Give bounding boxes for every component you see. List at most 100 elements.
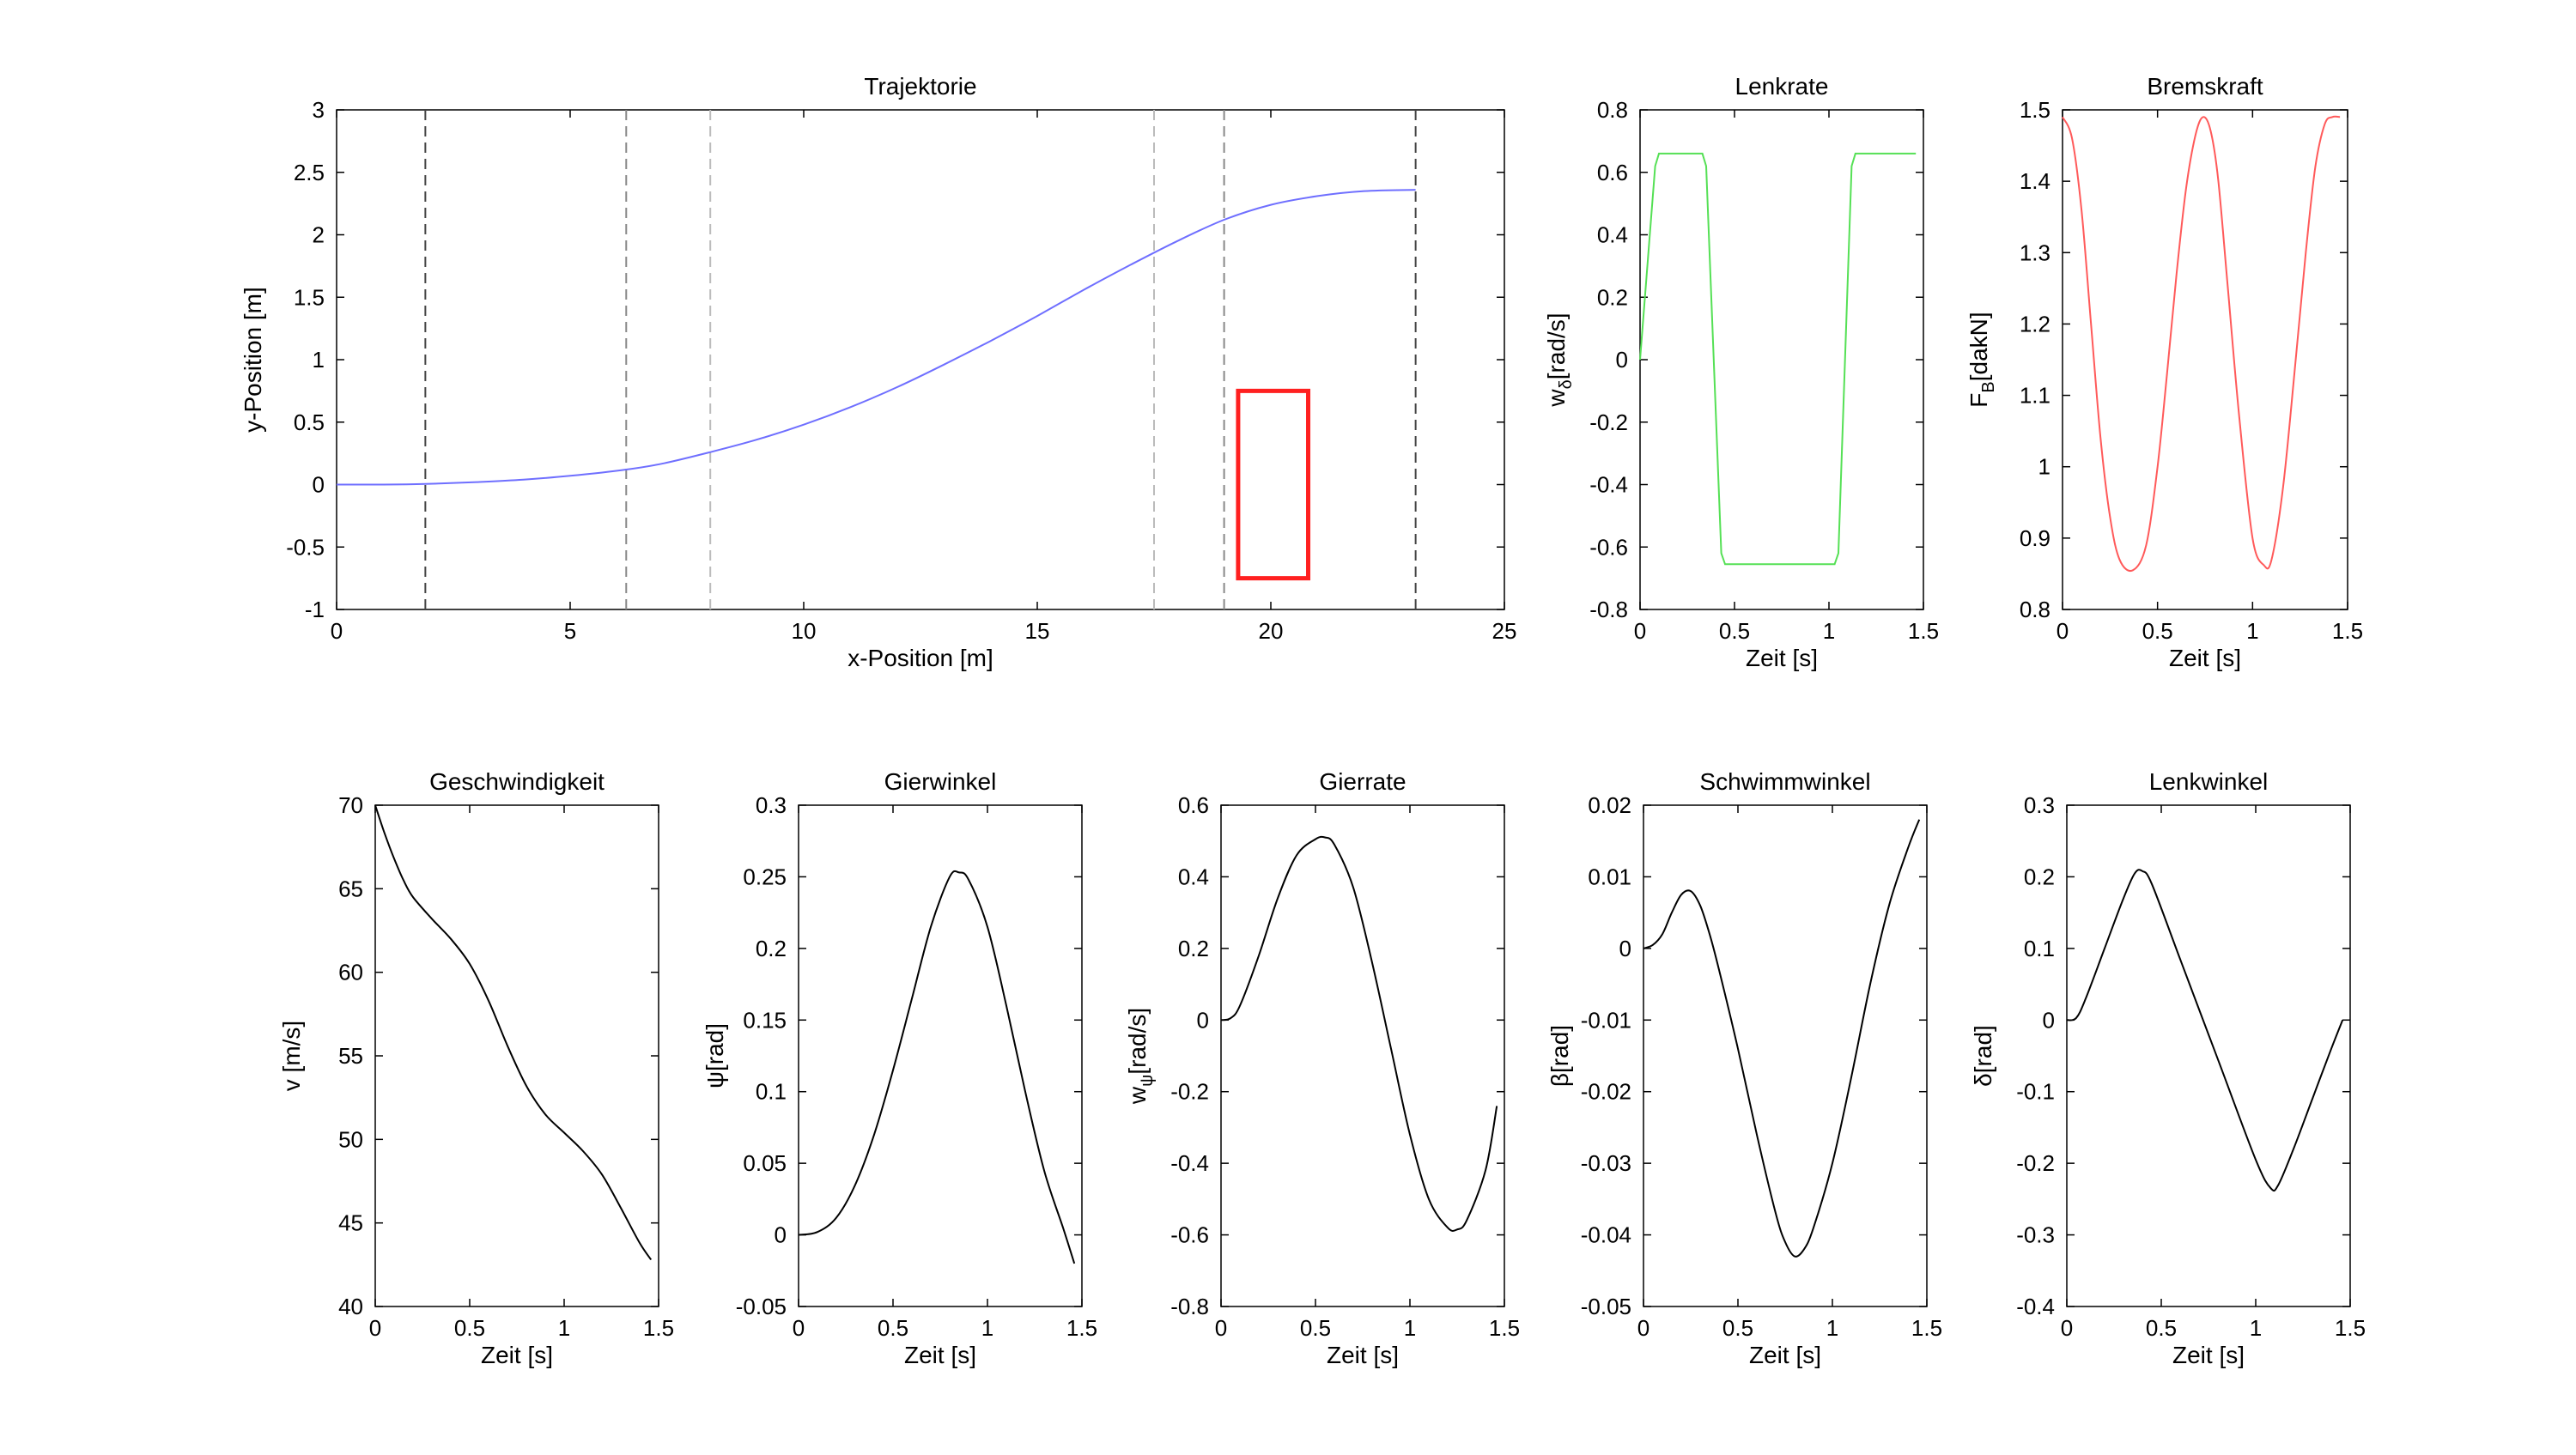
chart-geschwindigkeit: 0 0.5 1 1.5 40 45 50 55 60 65 70 Geschwindigkeit Zei…: [278, 768, 674, 1368]
y-tick-label: 1.5: [2020, 97, 2050, 123]
x-tick-label: 1: [1826, 1315, 1838, 1341]
y-tick-label: 1.3: [2020, 239, 2050, 265]
y-tick-label: -0.03: [1581, 1150, 1631, 1176]
y-tick-label: 0.05: [743, 1150, 787, 1176]
x-tick-label: 0.5: [1722, 1315, 1753, 1341]
y-axis-label: δ[rad]: [1970, 1025, 1996, 1087]
obstacle-rect: [1236, 388, 1311, 581]
y-tick-label: 0.4: [1597, 222, 1628, 248]
y-tick-label: -0.02: [1581, 1079, 1631, 1105]
y-tick-label: 2.5: [294, 160, 325, 185]
series-line-bremskraft: [2062, 115, 2341, 572]
x-axis-label: Zeit [s]: [2169, 645, 2241, 671]
y-axis-label: FB[dakN]: [1965, 312, 1998, 407]
x-tick-label: 0.5: [1719, 618, 1750, 644]
y-tick-label: 65: [338, 876, 363, 901]
y-tick-label: -1: [305, 597, 325, 622]
y-axis-label-main: v [m/s]: [278, 1021, 305, 1091]
axes-frame: [1220, 804, 1505, 1307]
y-axis-label-main: y-Position [m]: [240, 287, 266, 433]
y-axis-label: wψ[rad/s]: [1124, 1008, 1157, 1105]
axes-frame: [2062, 109, 2348, 610]
y-tick-label: 0.6: [1178, 792, 1209, 818]
y-tick-label: 3: [313, 97, 325, 123]
chart-gierrate: 0 0.5 1 1.5 -0.8 -0.6 -0.4 -0.2 0 0.2 0.4 0.6 Gierra…: [1124, 768, 1520, 1368]
chart-title: Geschwindigkeit: [429, 768, 605, 795]
x-tick-label: 0.5: [454, 1315, 485, 1341]
series-line-lenkrate: [1639, 152, 1917, 566]
y-axis-label: y-Position [m]: [240, 287, 266, 433]
axes-frame: [374, 804, 659, 1307]
y-axis-label-unit: [rad/s]: [1543, 312, 1570, 379]
y-axis-label-main: β[rad]: [1546, 1025, 1573, 1087]
y-tick-label: -0.05: [736, 1294, 787, 1319]
y-tick-label: -0.2: [2016, 1150, 2055, 1176]
y-tick-label: 0.8: [2020, 597, 2050, 622]
y-tick-label: 0: [775, 1222, 787, 1248]
series-line-geschwindigkeit: [374, 804, 653, 1261]
x-tick-label: 1: [981, 1315, 993, 1341]
series-line-trajektorie: [336, 189, 1416, 486]
x-axis-label: Zeit [s]: [1749, 1342, 1821, 1368]
x-tick-label: 0.5: [1300, 1315, 1331, 1341]
x-tick-label: 25: [1492, 618, 1517, 644]
x-tick-label: 1.5: [2335, 1315, 2366, 1341]
chart-title: Lenkwinkel: [2149, 768, 2269, 795]
y-tick-label: 0.2: [756, 936, 787, 961]
x-axis-label: Zeit [s]: [1746, 645, 1818, 671]
y-tick-label: 1.5: [294, 284, 325, 310]
x-tick-label: 1: [558, 1315, 570, 1341]
y-tick-label: 0.2: [2024, 864, 2055, 889]
series-line-gierrate: [1220, 835, 1498, 1232]
y-tick-label: 0.9: [2020, 525, 2050, 551]
series-line-schwimmwinkel: [1643, 819, 1921, 1258]
y-tick-label: -0.6: [1589, 534, 1628, 560]
y-axis-label: β[rad]: [1546, 1025, 1573, 1087]
y-tick-label: 0.6: [1597, 160, 1628, 185]
x-tick-label: 0.5: [878, 1315, 908, 1341]
chart-title: Schwimmwinkel: [1699, 768, 1870, 795]
x-tick-label: 1.5: [1911, 1315, 1942, 1341]
y-axis-label-sub: δ: [1557, 379, 1576, 389]
axes-frame: [1639, 109, 1924, 610]
x-axis-label: Zeit [s]: [481, 1342, 553, 1368]
y-tick-label: -0.4: [1589, 472, 1628, 498]
x-axis-label: Zeit [s]: [2172, 1342, 2245, 1368]
y-axis-label: v [m/s]: [278, 1021, 305, 1091]
y-axis-label: ψ[rad]: [702, 1023, 728, 1088]
y-tick-label: -0.2: [1170, 1079, 1209, 1105]
chart-gierwinkel: 0 0.5 1 1.5-0.0500.050.10.150.20.250.3Gierw…: [702, 768, 1097, 1368]
x-tick-label: 0: [1634, 618, 1646, 644]
chart-title: Trajektorie: [864, 73, 976, 100]
x-axis-label: Zeit [s]: [904, 1342, 976, 1368]
y-tick-label: -0.4: [1170, 1150, 1209, 1176]
y-tick-label: -0.1: [2016, 1079, 2055, 1105]
chart-title: Lenkrate: [1735, 73, 1829, 100]
y-axis-label-main: δ[rad]: [1970, 1025, 1996, 1087]
y-tick-label: -0.2: [1589, 409, 1628, 435]
y-axis-label-main: ψ[rad]: [702, 1023, 728, 1088]
x-tick-label: 0: [1637, 1315, 1649, 1341]
chart-title: Gierwinkel: [884, 768, 997, 795]
y-tick-label: -0.6: [1170, 1222, 1209, 1248]
y-tick-label: 70: [338, 792, 363, 818]
y-tick-label: 1: [2038, 454, 2050, 480]
chart-trajektorie: 0 5 10 15 20 25 -1 -0.5 0 0.5 1 1.5 2 2.5 3 Trajektorie…: [240, 73, 1516, 671]
axes-frame: [1643, 804, 1928, 1307]
y-tick-label: -0.5: [286, 534, 325, 560]
y-tick-label: 0: [313, 472, 325, 498]
y-tick-label: -0.3: [2016, 1222, 2055, 1248]
chart-title: Gierrate: [1319, 768, 1406, 795]
x-tick-label: 0: [2057, 618, 2069, 644]
x-tick-label: 0: [369, 1315, 381, 1341]
chart-schwimmwinkel: 0 0.5 1 1.5 -0.05 -0.04 -0.03 -0.02 -0.01 0 0.01 0.…: [1546, 768, 1942, 1368]
y-axis-label-sub: B: [1979, 381, 1998, 392]
y-tick-label: 55: [338, 1043, 363, 1069]
y-tick-label: 0.2: [1178, 936, 1209, 961]
x-tick-label: 1.5: [2332, 618, 2363, 644]
y-tick-label: 1.4: [2020, 168, 2050, 194]
y-axis-label: wδ[rad/s]: [1543, 312, 1576, 407]
y-tick-label: 0.02: [1588, 792, 1631, 818]
x-tick-label: 1.5: [643, 1315, 674, 1341]
